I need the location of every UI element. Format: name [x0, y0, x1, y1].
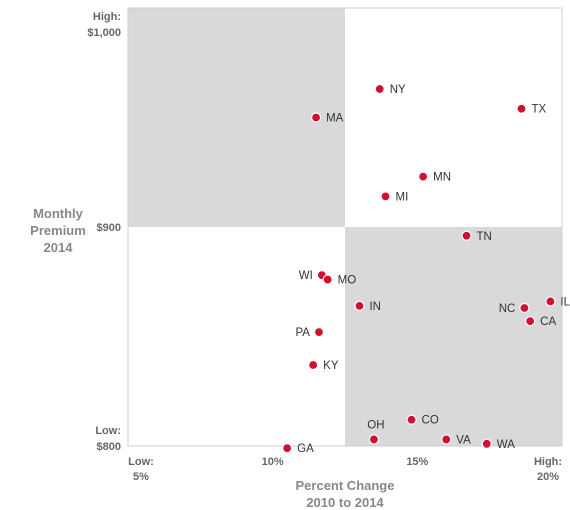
point-va: VA: [441, 434, 471, 446]
label-wa: WA: [497, 439, 515, 451]
y-tick-label: High: $1,000: [87, 11, 121, 39]
marker-oh: [368, 434, 380, 445]
point-mn: MN: [418, 171, 451, 184]
marker-ca: [525, 316, 536, 327]
label-co: CO: [422, 415, 439, 427]
marker-ny: [374, 83, 385, 95]
y-tick-label: Low: $800: [95, 425, 121, 453]
point-wa: WA: [481, 438, 515, 451]
marker-tx: [516, 103, 527, 114]
label-ga: GA: [297, 443, 314, 455]
label-mi: MI: [396, 191, 409, 203]
y-axis-ticks: High: $1,000 $900 Low: $800: [87, 11, 121, 453]
label-il: IL: [560, 296, 570, 308]
y-axis-title: Monthly Premium 2014: [30, 206, 86, 255]
point-tx: TX: [516, 103, 547, 116]
point-il: IL: [545, 296, 570, 308]
plot-area: [127, 7, 563, 447]
marker-ma: [310, 112, 322, 123]
label-wi: WI: [299, 270, 313, 282]
y-tick-label: $900: [97, 222, 121, 234]
label-mo: MO: [338, 275, 357, 287]
quadrant-bottom-right: [345, 227, 562, 446]
marker-co: [406, 414, 417, 425]
data-points: NJNYMATXMNMITNWIMOINNCILCAPAKYCOOHVAWAGA: [282, 83, 570, 455]
point-ma: MA: [310, 112, 344, 125]
marker-va: [441, 434, 452, 445]
label-ny: NY: [390, 84, 406, 96]
point-ny: NY: [374, 83, 406, 96]
label-in: IN: [369, 301, 381, 313]
x-axis-title: Percent Change 2010 to 2014: [296, 478, 395, 510]
point-oh: OH: [367, 419, 385, 445]
label-nc: NC: [499, 303, 516, 315]
plot-border: [127, 7, 563, 447]
label-tn: TN: [477, 231, 492, 243]
marker-in: [354, 300, 365, 311]
point-mo: MO: [322, 274, 357, 287]
marker-pa: [313, 327, 325, 338]
point-mi: MI: [380, 191, 409, 203]
label-ca: CA: [540, 316, 556, 328]
marker-tn: [461, 230, 472, 241]
label-va: VA: [456, 434, 471, 446]
label-oh: OH: [367, 419, 384, 431]
marker-il: [545, 296, 556, 307]
label-tx: TX: [531, 104, 546, 116]
marker-mo: [322, 274, 333, 285]
point-pa: PA: [295, 327, 325, 339]
point-ky: KY: [308, 359, 339, 372]
marker-ga: [282, 443, 293, 454]
x-axis-ticks: Low: 5% 10% 15% High: 20%: [128, 456, 562, 483]
label-pa: PA: [295, 327, 310, 339]
point-co: CO: [406, 414, 439, 427]
label-ky: KY: [323, 360, 339, 372]
marker-mn: [418, 171, 429, 182]
point-in: IN: [354, 300, 381, 313]
point-tn: TN: [461, 230, 492, 243]
point-ca: CA: [525, 316, 556, 328]
x-tick-label: 10%: [262, 456, 284, 468]
marker-ky: [308, 359, 319, 371]
x-tick-label: 15%: [406, 456, 428, 468]
x-tick-label: Low: 5%: [128, 456, 154, 483]
label-mn: MN: [433, 172, 451, 184]
marker-nc: [519, 302, 530, 314]
point-ga: GA: [282, 443, 314, 455]
quadrant-top-left: [128, 8, 345, 227]
x-tick-label: High: 20%: [534, 456, 562, 483]
point-nc: NC: [499, 302, 530, 315]
label-ma: MA: [326, 113, 344, 125]
marker-mi: [380, 191, 391, 202]
marker-wa: [481, 438, 492, 449]
